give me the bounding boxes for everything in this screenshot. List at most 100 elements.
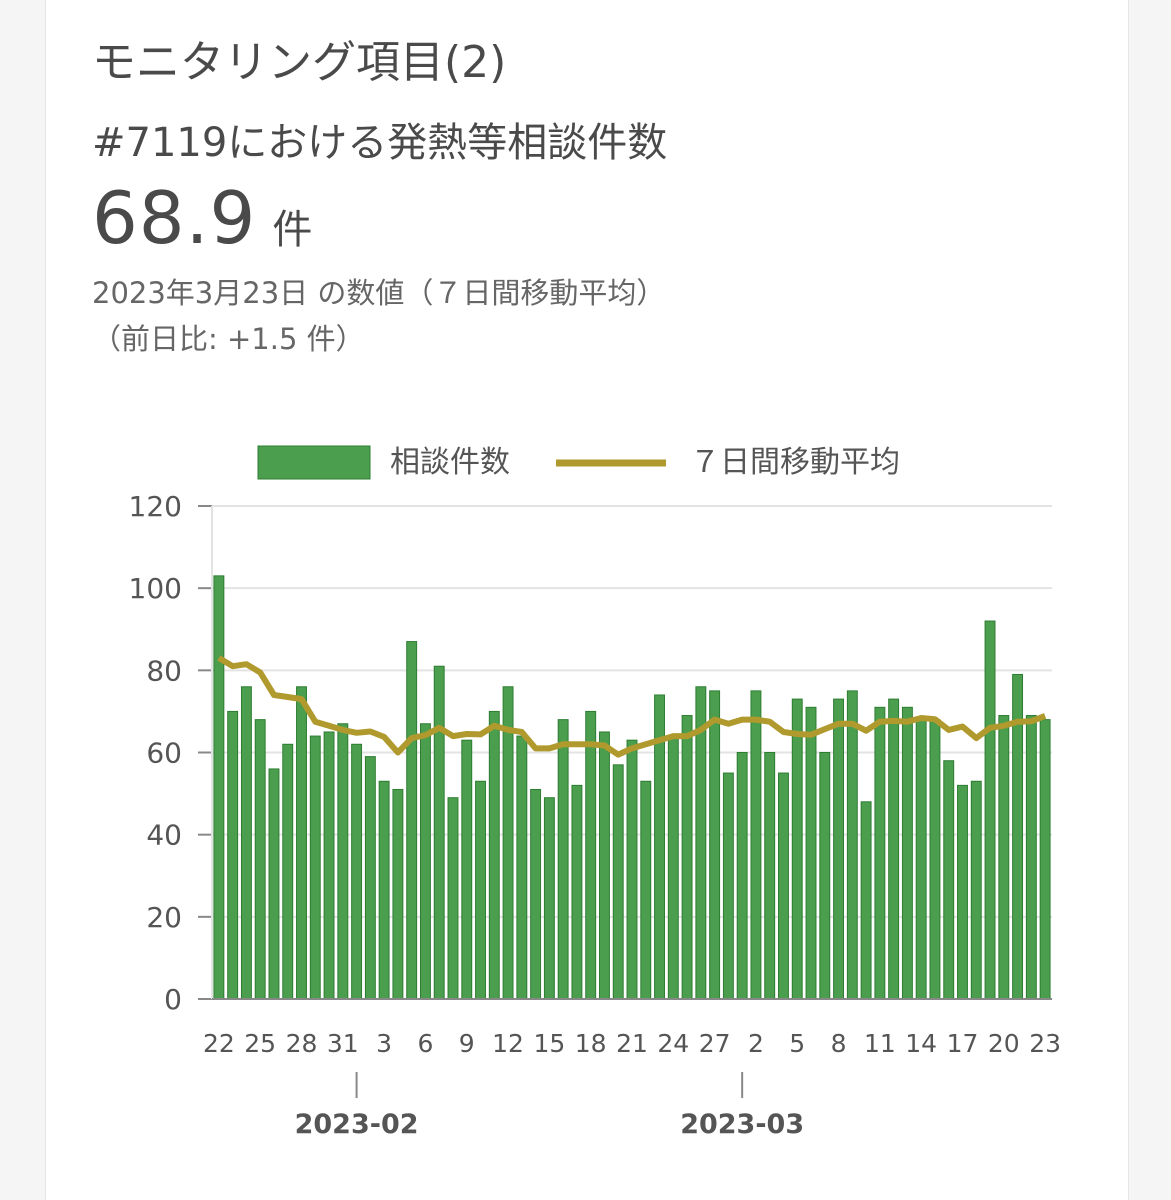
bar[interactable] — [406, 641, 418, 1000]
bar[interactable] — [240, 686, 252, 1000]
bar[interactable] — [626, 739, 638, 1000]
x-tick-label: 14 — [905, 1029, 937, 1058]
bar[interactable] — [915, 719, 927, 1000]
bar[interactable] — [929, 719, 941, 1000]
x-tick-label: 5 — [789, 1029, 805, 1058]
metric-subtitle: #7119における発熱等相談件数 — [92, 120, 668, 166]
bar[interactable] — [227, 710, 239, 1000]
bar[interactable] — [364, 756, 376, 1000]
metric-value: 68.9 — [92, 176, 257, 260]
bar[interactable] — [296, 686, 307, 1000]
bar[interactable] — [254, 719, 266, 1000]
x-tick-label: 27 — [699, 1029, 731, 1058]
bar[interactable] — [392, 788, 404, 1000]
x-tick-label: 24 — [657, 1029, 689, 1058]
bar[interactable] — [667, 735, 679, 1000]
x-tick-label: 21 — [616, 1029, 648, 1058]
x-tick-label: 9 — [459, 1029, 475, 1058]
y-tick-label: 100 — [129, 572, 182, 605]
bar[interactable] — [571, 784, 583, 1000]
bar[interactable] — [530, 788, 542, 1000]
bar[interactable] — [461, 739, 473, 1000]
x-tick-label: 25 — [244, 1029, 276, 1058]
x-tick-label: 18 — [575, 1029, 607, 1058]
metric-value-row: 68.9 件 — [92, 176, 312, 260]
x-tick-label: 17 — [947, 1029, 979, 1058]
bar[interactable] — [750, 690, 762, 1000]
bar[interactable] — [378, 780, 390, 1000]
bar[interactable] — [819, 752, 831, 1000]
bar[interactable] — [846, 690, 858, 1000]
bar[interactable] — [282, 743, 294, 1000]
bar[interactable] — [709, 690, 721, 1000]
bar[interactable] — [970, 780, 982, 1000]
legend-bar-swatch — [257, 445, 371, 480]
y-tick-label: 60 — [146, 737, 182, 770]
bar[interactable] — [502, 686, 514, 1000]
bar[interactable] — [888, 698, 900, 1000]
month-label: 2023-02 — [295, 1109, 419, 1140]
bar[interactable] — [640, 780, 652, 1000]
x-tick-label: 23 — [1029, 1029, 1061, 1058]
legend[interactable]: 相談件数 ７日間移動平均 — [257, 445, 900, 480]
x-tick-label: 3 — [376, 1029, 392, 1058]
bar[interactable] — [309, 735, 321, 1000]
bar[interactable] — [447, 797, 459, 1000]
bar[interactable] — [1039, 719, 1051, 1000]
bar[interactable] — [943, 760, 955, 1000]
bar[interactable] — [419, 723, 431, 1000]
bar[interactable] — [543, 797, 555, 1000]
bar[interactable] — [764, 752, 776, 1000]
x-tick-label: 31 — [327, 1029, 359, 1058]
bar[interactable] — [860, 801, 872, 1000]
bar[interactable] — [557, 719, 569, 1000]
x-tick-label: 12 — [492, 1029, 524, 1058]
y-tick-label: 40 — [146, 819, 182, 852]
bar[interactable] — [681, 715, 693, 1000]
bar[interactable] — [874, 706, 886, 1000]
x-tick-label: 20 — [988, 1029, 1020, 1058]
date-note: 2023年3月23日 の数値（７日間移動平均） — [92, 276, 666, 310]
bar[interactable] — [722, 772, 734, 1000]
bar[interactable] — [998, 715, 1010, 1000]
metric-unit: 件 — [272, 207, 313, 253]
bar-series — [213, 575, 1051, 1000]
bar[interactable] — [778, 772, 789, 1000]
bar[interactable] — [351, 743, 363, 1000]
bar[interactable] — [488, 710, 500, 1000]
bar[interactable] — [833, 698, 845, 1000]
month-label: 2023-03 — [680, 1109, 804, 1140]
moving-average-line — [217, 655, 1047, 758]
y-tick-label: 0 — [164, 983, 182, 1016]
bar[interactable] — [213, 575, 225, 1000]
x-tick-label: 8 — [831, 1029, 847, 1058]
x-tick-label: 2 — [748, 1029, 764, 1058]
x-tick-label: 15 — [533, 1029, 565, 1058]
legend-label-consultations: 相談件数 — [390, 445, 510, 480]
bar[interactable] — [984, 620, 996, 1000]
bar[interactable] — [323, 731, 335, 1000]
bar[interactable] — [957, 784, 968, 1000]
bar[interactable] — [612, 764, 624, 1000]
x-tick-label: 22 — [203, 1029, 235, 1058]
bar[interactable] — [1025, 715, 1037, 1000]
bar[interactable] — [736, 752, 748, 1000]
y-tick-label: 120 — [129, 490, 182, 523]
diff-note: （前日比: +1.5 件） — [92, 322, 365, 356]
bar[interactable] — [337, 723, 349, 1000]
bar[interactable] — [433, 665, 445, 1000]
bar[interactable] — [585, 710, 597, 1000]
y-tick-label: 20 — [146, 901, 182, 934]
bar[interactable] — [516, 735, 528, 1000]
x-tick-label: 11 — [864, 1029, 896, 1058]
bar[interactable] — [475, 780, 486, 1000]
bar[interactable] — [901, 706, 913, 1000]
bar[interactable] — [268, 768, 280, 1000]
bar[interactable] — [805, 706, 817, 1000]
bar[interactable] — [791, 698, 803, 1000]
bar[interactable] — [599, 731, 610, 1000]
page-title: モニタリング項目(2) — [92, 37, 507, 88]
x-tick-label: 6 — [417, 1029, 433, 1058]
